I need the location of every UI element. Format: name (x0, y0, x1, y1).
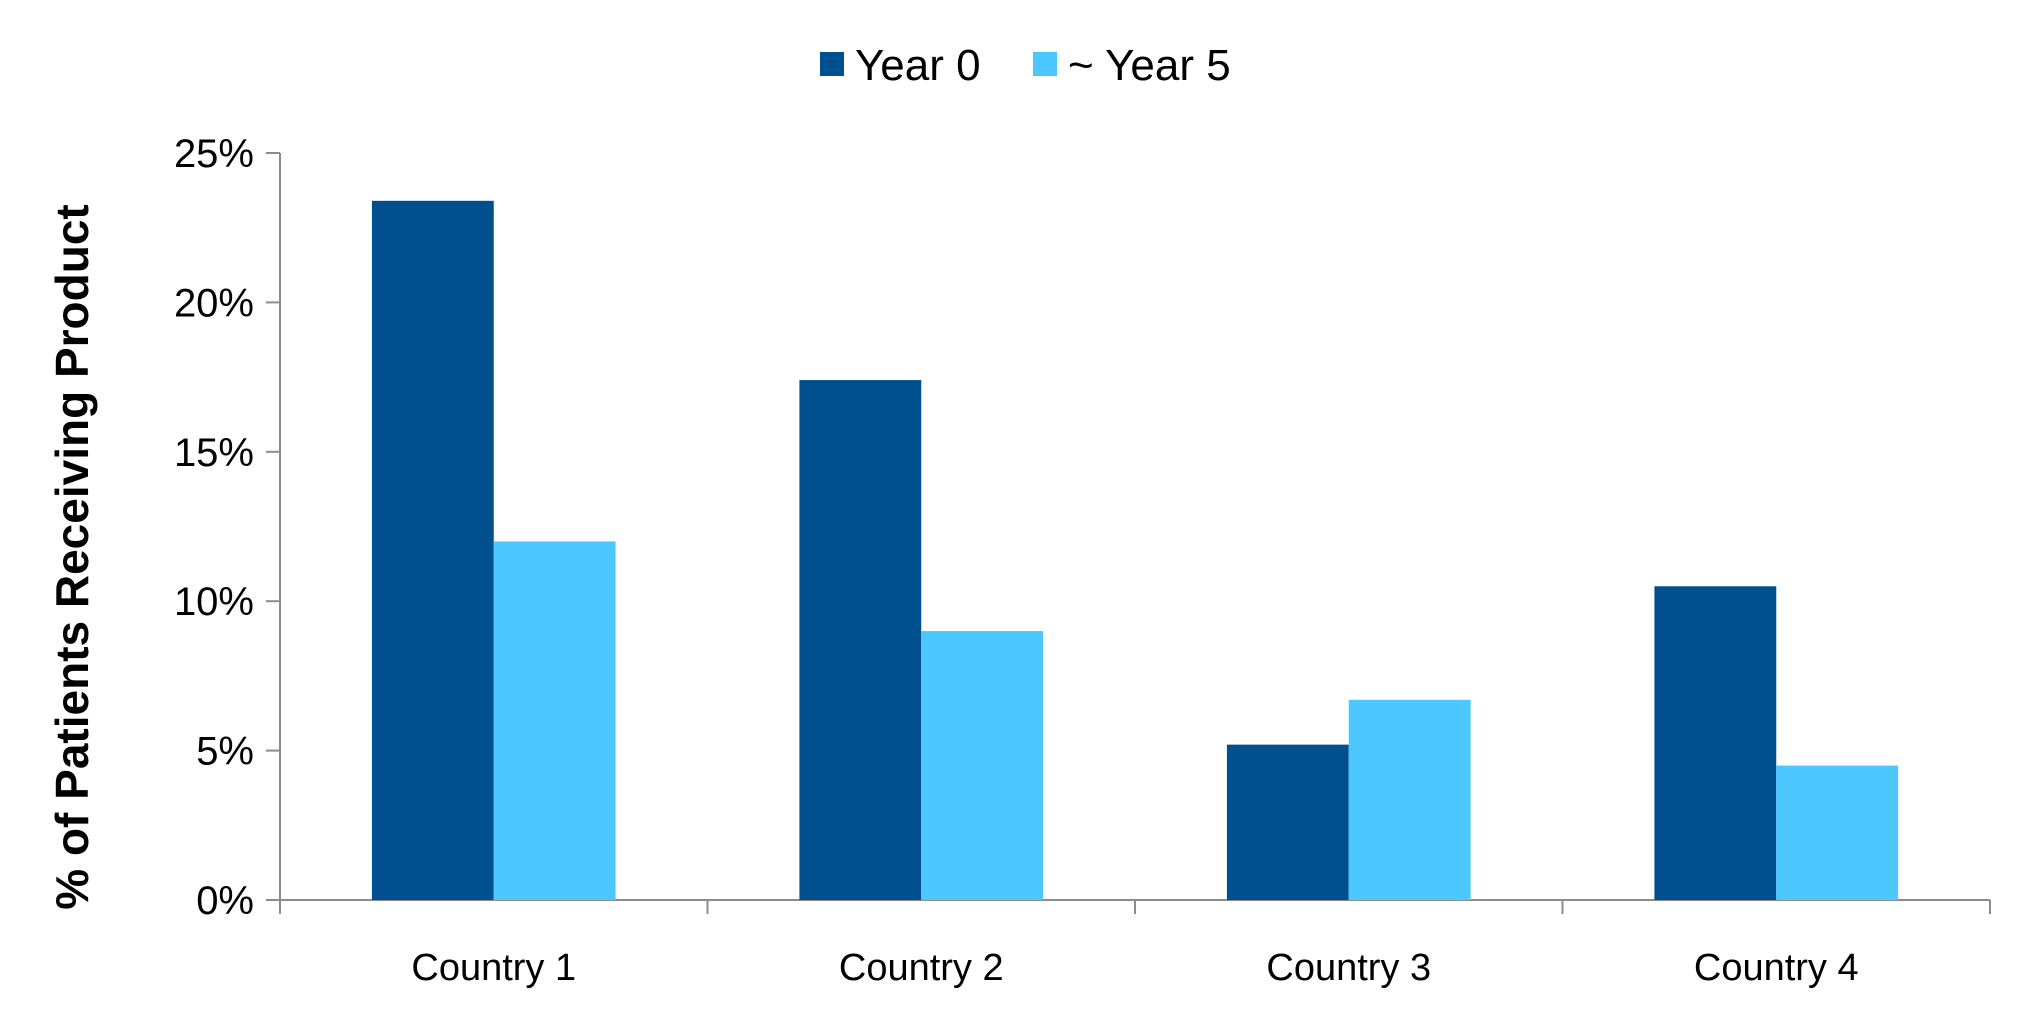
y-tick-label: 10% (174, 580, 254, 624)
legend-label: ~ Year 5 (1068, 41, 1231, 90)
y-tick-label: 20% (174, 281, 254, 325)
x-category-label: Country 4 (1694, 947, 1859, 989)
bar-year-0-3 (1226, 744, 1349, 900)
bar-year-0-2 (799, 380, 922, 900)
x-category-label: Country 3 (1266, 947, 1431, 989)
legend-swatch (820, 52, 844, 76)
legend-label: Year 0 (855, 41, 981, 90)
bar-year-5-1 (493, 541, 616, 900)
legend-swatch (1033, 52, 1057, 76)
y-axis: 0% 5% 10% 15% 20% 25% (174, 132, 281, 923)
x-category-label: Country 1 (411, 947, 576, 989)
y-tick-label: 5% (196, 730, 254, 774)
legend: Year 0 ~ Year 5 (820, 41, 1231, 90)
y-tick-label: 0% (196, 879, 254, 923)
bar-year-0-4 (1654, 586, 1777, 900)
x-category-label: Country 2 (839, 947, 1004, 989)
y-tick-label: 25% (174, 132, 254, 176)
y-axis-label: % of Patients Receiving Product (46, 204, 98, 909)
x-axis: Country 1 Country 2 Country 3 Country 4 (279, 899, 1991, 989)
bar-year-5-2 (921, 631, 1044, 900)
bars-group (371, 200, 1899, 901)
bar-year-0-1 (371, 200, 494, 901)
y-tick-label: 15% (174, 431, 254, 475)
bar-year-5-4 (1776, 765, 1899, 900)
bar-year-5-3 (1348, 699, 1471, 900)
